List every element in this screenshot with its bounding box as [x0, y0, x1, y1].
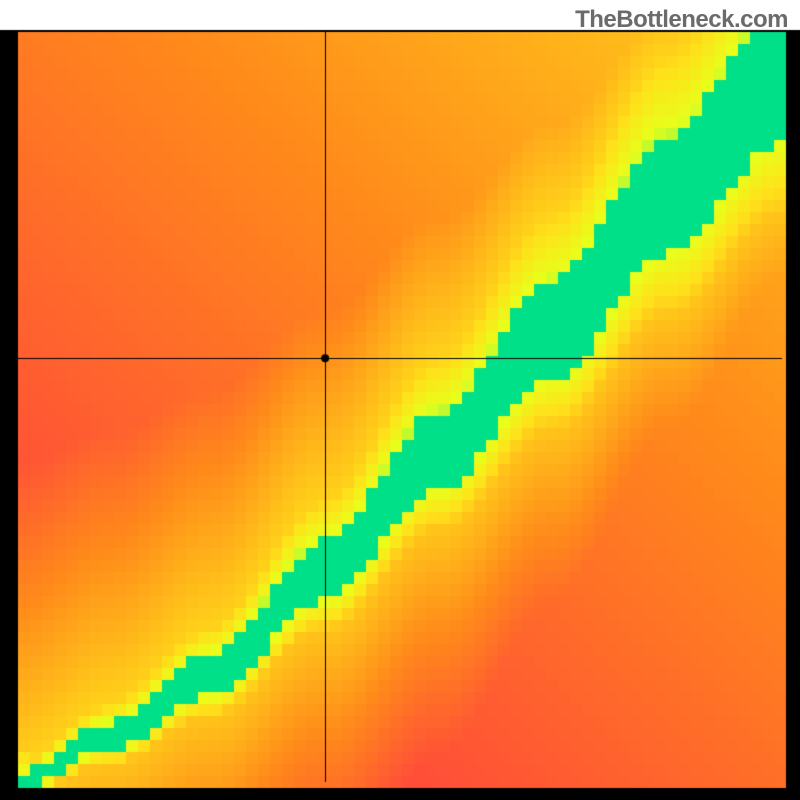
- watermark-text: TheBottleneck.com: [575, 6, 788, 34]
- chart-container: TheBottleneck.com: [0, 0, 800, 800]
- bottleneck-heatmap: [0, 0, 800, 800]
